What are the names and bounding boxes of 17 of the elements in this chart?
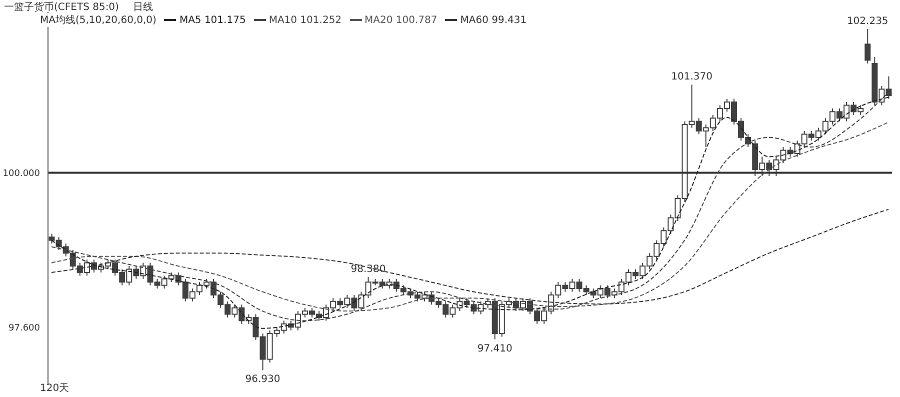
legend-label: MA60 99.431 <box>459 15 527 26</box>
y-tick-label: 97.600 <box>8 323 40 334</box>
legend-title: MA均线(5,10,20,60,0,0) <box>40 15 156 26</box>
annotation: 102.235 <box>846 16 888 28</box>
line-series <box>51 122 889 312</box>
annotation: 97.410 <box>477 343 512 354</box>
annotation: 101.370 <box>671 72 712 83</box>
candlestick <box>864 28 871 64</box>
legend-label: MA5 101.175 <box>178 15 246 26</box>
legend-label: MA10 101.252 <box>268 15 342 26</box>
annotation: 96.930 <box>245 374 280 386</box>
chart-subtitle: 日线 <box>132 2 153 13</box>
chart-title: 一篮子货币(CFETS 85:0) <box>4 2 119 13</box>
y-tick-label: 100.000 <box>2 168 40 179</box>
line-series <box>51 208 889 304</box>
legend-label: MA20 100.787 <box>364 15 438 26</box>
annotation: 120天 <box>40 382 70 395</box>
